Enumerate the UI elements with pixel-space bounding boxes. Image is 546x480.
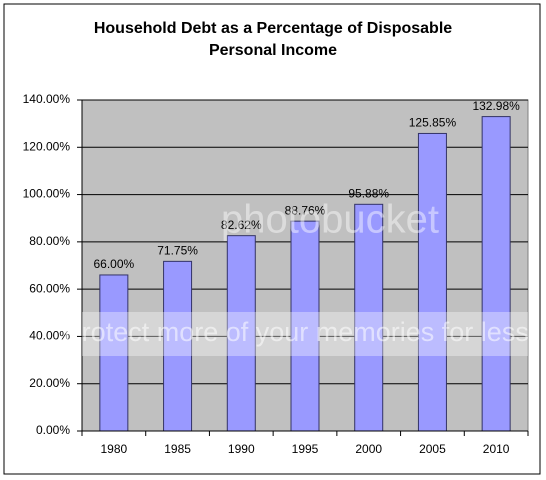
watermark-banner: Protect more of your memories for less!	[64, 317, 537, 347]
x-tick-label: 2000	[355, 442, 382, 456]
bar	[163, 260, 193, 432]
bar	[417, 132, 447, 432]
bar	[226, 235, 256, 432]
data-label: 132.98%	[472, 99, 520, 113]
x-tick-label: 1990	[228, 442, 255, 456]
data-label: 82.62%	[221, 218, 262, 232]
y-tick-label: 20.00%	[29, 376, 70, 390]
bar	[290, 220, 320, 432]
y-tick-label: 120.00%	[23, 139, 71, 153]
y-tick-label: 40.00%	[29, 329, 70, 343]
y-tick-label: 100.00%	[23, 187, 71, 201]
x-tick-label: 2005	[419, 442, 446, 456]
chart-title: Household Debt as a Percentage of Dispos…	[93, 20, 453, 59]
x-tick-label: 1980	[101, 442, 128, 456]
data-label: 88.76%	[285, 203, 326, 217]
x-tick-label: 1995	[292, 442, 319, 456]
data-label: 66.00%	[94, 257, 135, 271]
data-label: 125.85%	[409, 116, 457, 130]
y-tick-label: 0.00%	[36, 423, 70, 437]
y-tick-label: 140.00%	[23, 92, 71, 106]
bar	[481, 116, 511, 432]
x-tick-label: 1985	[164, 442, 191, 456]
watermark-band	[82, 312, 528, 356]
watermark-logo: photobucket	[221, 198, 439, 242]
data-label: 95.88%	[348, 186, 389, 200]
y-tick-label: 80.00%	[29, 234, 70, 248]
data-label: 71.75%	[157, 244, 198, 258]
x-tick-label: 2010	[483, 442, 510, 456]
bar	[99, 274, 129, 432]
y-tick-label: 60.00%	[29, 281, 70, 295]
